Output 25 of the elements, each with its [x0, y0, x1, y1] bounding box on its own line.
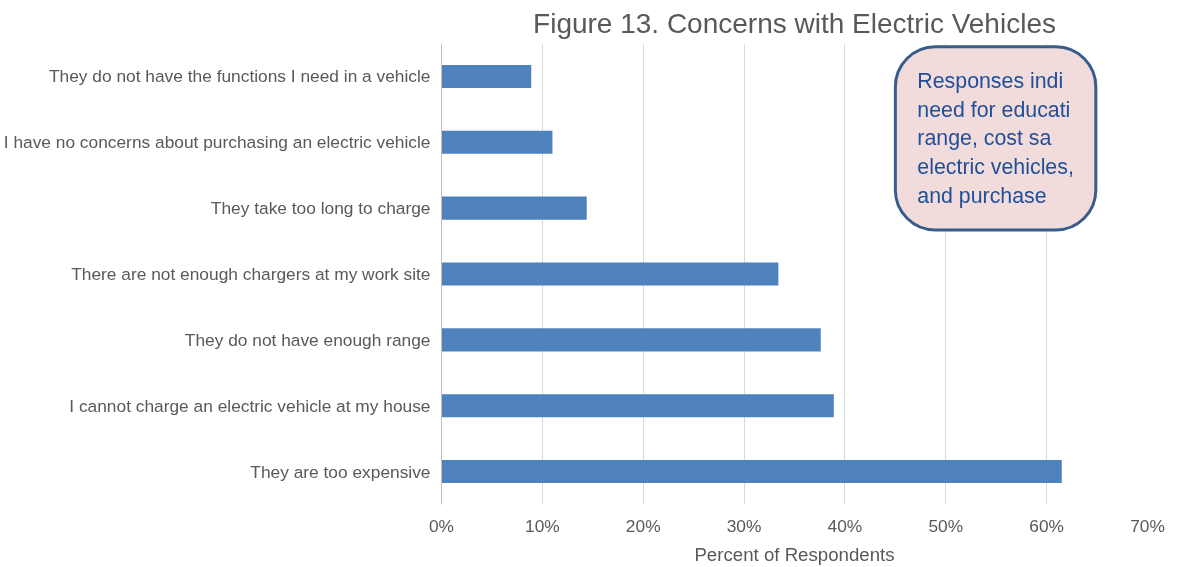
chart-title: Figure 13. Concerns with Electric Vehicles — [533, 7, 1056, 39]
y-tick-label: There are not enough chargers at my work site — [71, 264, 431, 284]
y-tick-label: They do not have enough range — [184, 329, 431, 350]
x-tick-label: 40% — [827, 515, 863, 536]
x-tick-label: 50% — [928, 515, 964, 536]
bar — [441, 130, 553, 154]
bar — [441, 196, 587, 220]
x-tick-label: 30% — [726, 515, 762, 536]
y-tick-label: They do not have the functions I need in a vehicle — [49, 66, 431, 87]
x-tick-label: 10% — [525, 515, 560, 536]
bar — [441, 328, 821, 352]
y-tick-label: I cannot charge an electric vehicle at my house — [69, 395, 431, 416]
bar — [441, 394, 834, 418]
bar — [441, 460, 1062, 484]
x-tick-label: 60% — [1029, 515, 1064, 536]
y-tick-label: I have no concerns about purchasing an electric vehicle — [3, 132, 431, 153]
x-tick-label: 20% — [625, 515, 661, 536]
x-tick-label: 0% — [428, 515, 455, 536]
y-tick-label: They are too expensive — [250, 461, 431, 482]
x-axis-title: Percent of Respondents — [694, 543, 895, 565]
bar — [441, 262, 779, 286]
annotation: Responses indi need for educati range, cost sa electric vehicles, and purchase — [917, 68, 1074, 208]
x-tick-label: 70% — [1130, 515, 1165, 536]
bar — [441, 64, 532, 88]
y-tick-label: They take too long to charge — [210, 198, 431, 219]
